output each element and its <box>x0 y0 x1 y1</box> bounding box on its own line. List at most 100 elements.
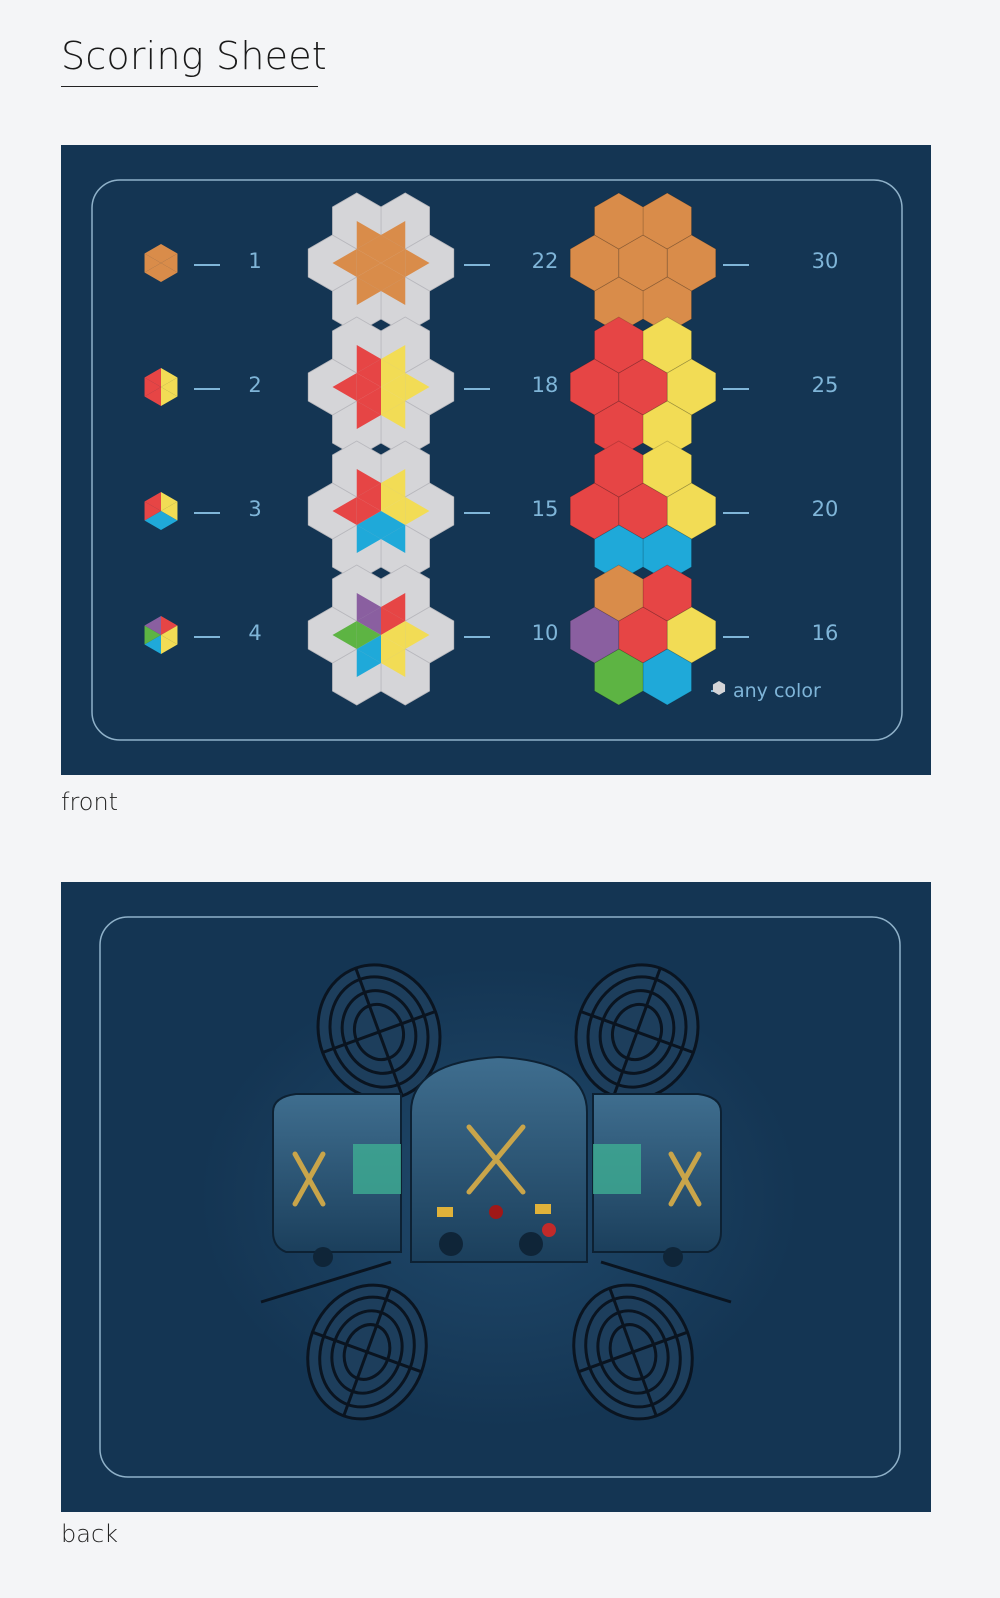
star-center-wedge <box>381 235 406 263</box>
star-center-wedge <box>356 387 381 415</box>
star-point <box>405 621 430 649</box>
star-center-wedge <box>356 249 381 277</box>
single-hexagon-icon <box>161 253 178 273</box>
dash <box>194 388 220 390</box>
single-hexagon-icon <box>144 501 161 521</box>
star-point <box>381 221 406 249</box>
flower-score: 20 <box>811 497 839 521</box>
star-center-wedge <box>356 235 381 263</box>
star-center-wedge <box>356 511 381 539</box>
star-center-wedge <box>381 387 406 415</box>
star-score: 10 <box>531 621 559 645</box>
star-point <box>356 221 381 249</box>
dash <box>464 264 490 266</box>
star-point <box>356 401 381 429</box>
star-center-wedge <box>381 373 406 401</box>
single-hexagon-icon <box>161 377 178 397</box>
star-center-wedge <box>356 263 381 291</box>
color-flower-icon <box>594 316 644 374</box>
single-hexagon-icon <box>161 635 178 654</box>
single-hexagon-icon <box>161 625 178 645</box>
star-point <box>356 593 381 621</box>
grey-hexagon-icon <box>712 681 726 695</box>
back-caption: back <box>61 1520 119 1548</box>
star-point <box>332 373 357 401</box>
scoring-card-back <box>61 882 931 1512</box>
single-hexagon-icon <box>144 625 161 645</box>
star-score: 15 <box>531 497 559 521</box>
star-center-wedge <box>356 607 381 635</box>
dash <box>723 636 749 638</box>
star-center-wedge <box>356 635 381 663</box>
page-title: Scoring Sheet <box>61 34 327 78</box>
star-center-wedge <box>356 359 381 387</box>
legend: any color <box>711 680 821 702</box>
single-hexagon-icon <box>161 387 178 406</box>
star-point <box>405 249 430 277</box>
single-hexagon-icon <box>161 244 178 263</box>
dash <box>464 636 490 638</box>
star-point <box>356 649 381 677</box>
single-hexagon-icon <box>144 253 161 273</box>
single-hexagon-icon <box>144 635 161 654</box>
front-caption: front <box>61 788 119 816</box>
single-score: 1 <box>248 249 262 273</box>
single-score: 3 <box>248 497 262 521</box>
star-point <box>381 345 406 373</box>
single-score: 4 <box>248 621 262 645</box>
dash <box>464 388 490 390</box>
single-hexagon-icon <box>161 511 178 530</box>
star-point <box>381 401 406 429</box>
single-score: 2 <box>248 373 262 397</box>
dash <box>723 512 749 514</box>
star-point <box>381 525 406 553</box>
star-point <box>405 497 430 525</box>
star-point <box>332 621 357 649</box>
flower-score: 25 <box>811 373 839 397</box>
star-point <box>356 525 381 553</box>
star-center-wedge <box>381 249 406 277</box>
single-hexagon-icon <box>161 368 178 387</box>
star-center-wedge <box>356 483 381 511</box>
star-center-wedge <box>356 497 381 525</box>
single-hexagon-icon <box>144 387 161 406</box>
legend-label: any color <box>733 680 821 702</box>
star-center-wedge <box>381 483 406 511</box>
single-hexagon-icon <box>144 244 161 263</box>
star-center-wedge <box>381 635 406 663</box>
single-hexagon-icon <box>144 616 161 635</box>
star-point <box>332 497 357 525</box>
single-hexagon-icon <box>144 511 161 530</box>
star-center-wedge <box>381 511 406 539</box>
star-center-wedge <box>381 607 406 635</box>
star-point <box>332 249 357 277</box>
star-point <box>356 277 381 305</box>
single-hexagon-icon <box>161 616 178 635</box>
dash <box>723 264 749 266</box>
single-hexagon-icon <box>161 501 178 521</box>
single-hexagon-icon <box>144 377 161 397</box>
color-flower-icon <box>594 440 644 498</box>
star-score: 18 <box>531 373 559 397</box>
color-flower-icon <box>594 192 644 250</box>
star-point <box>381 649 406 677</box>
star-point <box>381 469 406 497</box>
star-center-wedge <box>381 359 406 387</box>
single-hexagon-icon <box>144 492 161 511</box>
scoring-card-front: 1 22 30 2 18 25 3 15 20 4 10 16 any colo… <box>61 145 931 775</box>
star-center-wedge <box>381 263 406 291</box>
single-hexagon-icon <box>144 263 161 282</box>
star-center-wedge <box>356 621 381 649</box>
star-center-wedge <box>381 497 406 525</box>
star-score: 22 <box>531 249 559 273</box>
dash <box>194 636 220 638</box>
dash <box>464 512 490 514</box>
color-flower-icon <box>594 564 644 622</box>
single-hexagon-icon <box>144 368 161 387</box>
star-point <box>405 373 430 401</box>
flower-score: 30 <box>811 249 839 273</box>
star-center-wedge <box>381 621 406 649</box>
dash <box>194 512 220 514</box>
star-point <box>381 593 406 621</box>
dash <box>723 388 749 390</box>
